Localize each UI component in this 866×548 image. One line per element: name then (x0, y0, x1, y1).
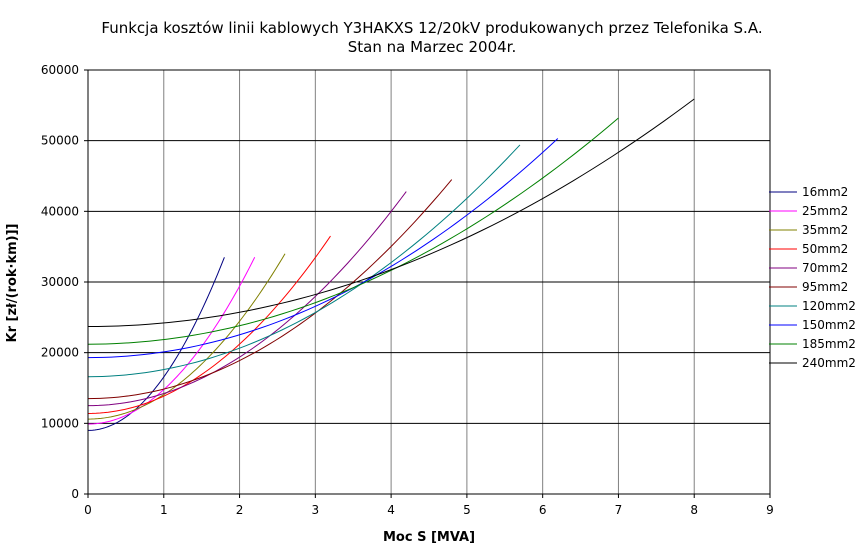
y-tick-label: 50000 (41, 134, 79, 148)
y-tick-label: 30000 (41, 275, 79, 289)
series-line-25mm2 (87, 257, 256, 425)
x-tick-label: 5 (463, 503, 471, 517)
grid (88, 70, 770, 494)
legend: 16mm2 25mm2 35mm2 50mm2 70mm2 95mm2 120mm2 150m… (769, 185, 856, 370)
series-line-16mm2 (87, 257, 225, 431)
y-axis-label: Kr [zł/(rok·km)]] (5, 224, 20, 343)
x-tick-label: 7 (615, 503, 623, 517)
y-tick-label: 20000 (41, 346, 79, 360)
chart-title-line-2: Stan na Marzec 2004r. (348, 38, 517, 56)
series-line-240mm2 (87, 98, 695, 328)
legend-label-70mm2: 70mm2 (802, 261, 848, 275)
x-tick-label: 9 (766, 503, 774, 517)
x-tick-label: 3 (312, 503, 320, 517)
legend-label-120mm2: 120mm2 (802, 299, 856, 313)
legend-label-95mm2: 95mm2 (802, 280, 848, 294)
chart-title-line-1: Funkcja kosztów linii kablowych Y3HAKXS … (101, 19, 762, 37)
series-group (87, 98, 695, 431)
series-line-150mm2 (87, 138, 559, 359)
x-tick-label: 1 (160, 503, 168, 517)
legend-label-25mm2: 25mm2 (802, 204, 848, 218)
x-tick-label: 8 (690, 503, 698, 517)
legend-label-16mm2: 16mm2 (802, 185, 848, 199)
legend-label-185mm2: 185mm2 (802, 337, 856, 351)
series-line-120mm2 (87, 144, 521, 378)
series-line-50mm2 (87, 235, 331, 414)
legend-label-35mm2: 35mm2 (802, 223, 848, 237)
series-line-95mm2 (87, 179, 453, 400)
x-tick-label: 4 (387, 503, 395, 517)
legend-label-150mm2: 150mm2 (802, 318, 856, 332)
series-line-70mm2 (87, 191, 407, 407)
legend-label-240mm2: 240mm2 (802, 356, 856, 370)
x-tick-label: 2 (236, 503, 244, 517)
y-tick-label: 40000 (41, 204, 79, 218)
series-line-35mm2 (87, 253, 286, 420)
y-tick-label: 10000 (41, 416, 79, 430)
y-tick-label: 0 (71, 487, 79, 501)
x-tick-label: 6 (539, 503, 547, 517)
legend-label-50mm2: 50mm2 (802, 242, 848, 256)
x-tick-label: 0 (84, 503, 92, 517)
x-axis-label: Moc S [MVA] (383, 530, 475, 545)
axis-ticks: 0 1 2 3 4 5 6 7 8 9 0 10000 20000 30000 40000 50000 6000… (41, 63, 774, 517)
y-tick-label: 60000 (41, 63, 79, 77)
series-line-185mm2 (87, 117, 619, 345)
